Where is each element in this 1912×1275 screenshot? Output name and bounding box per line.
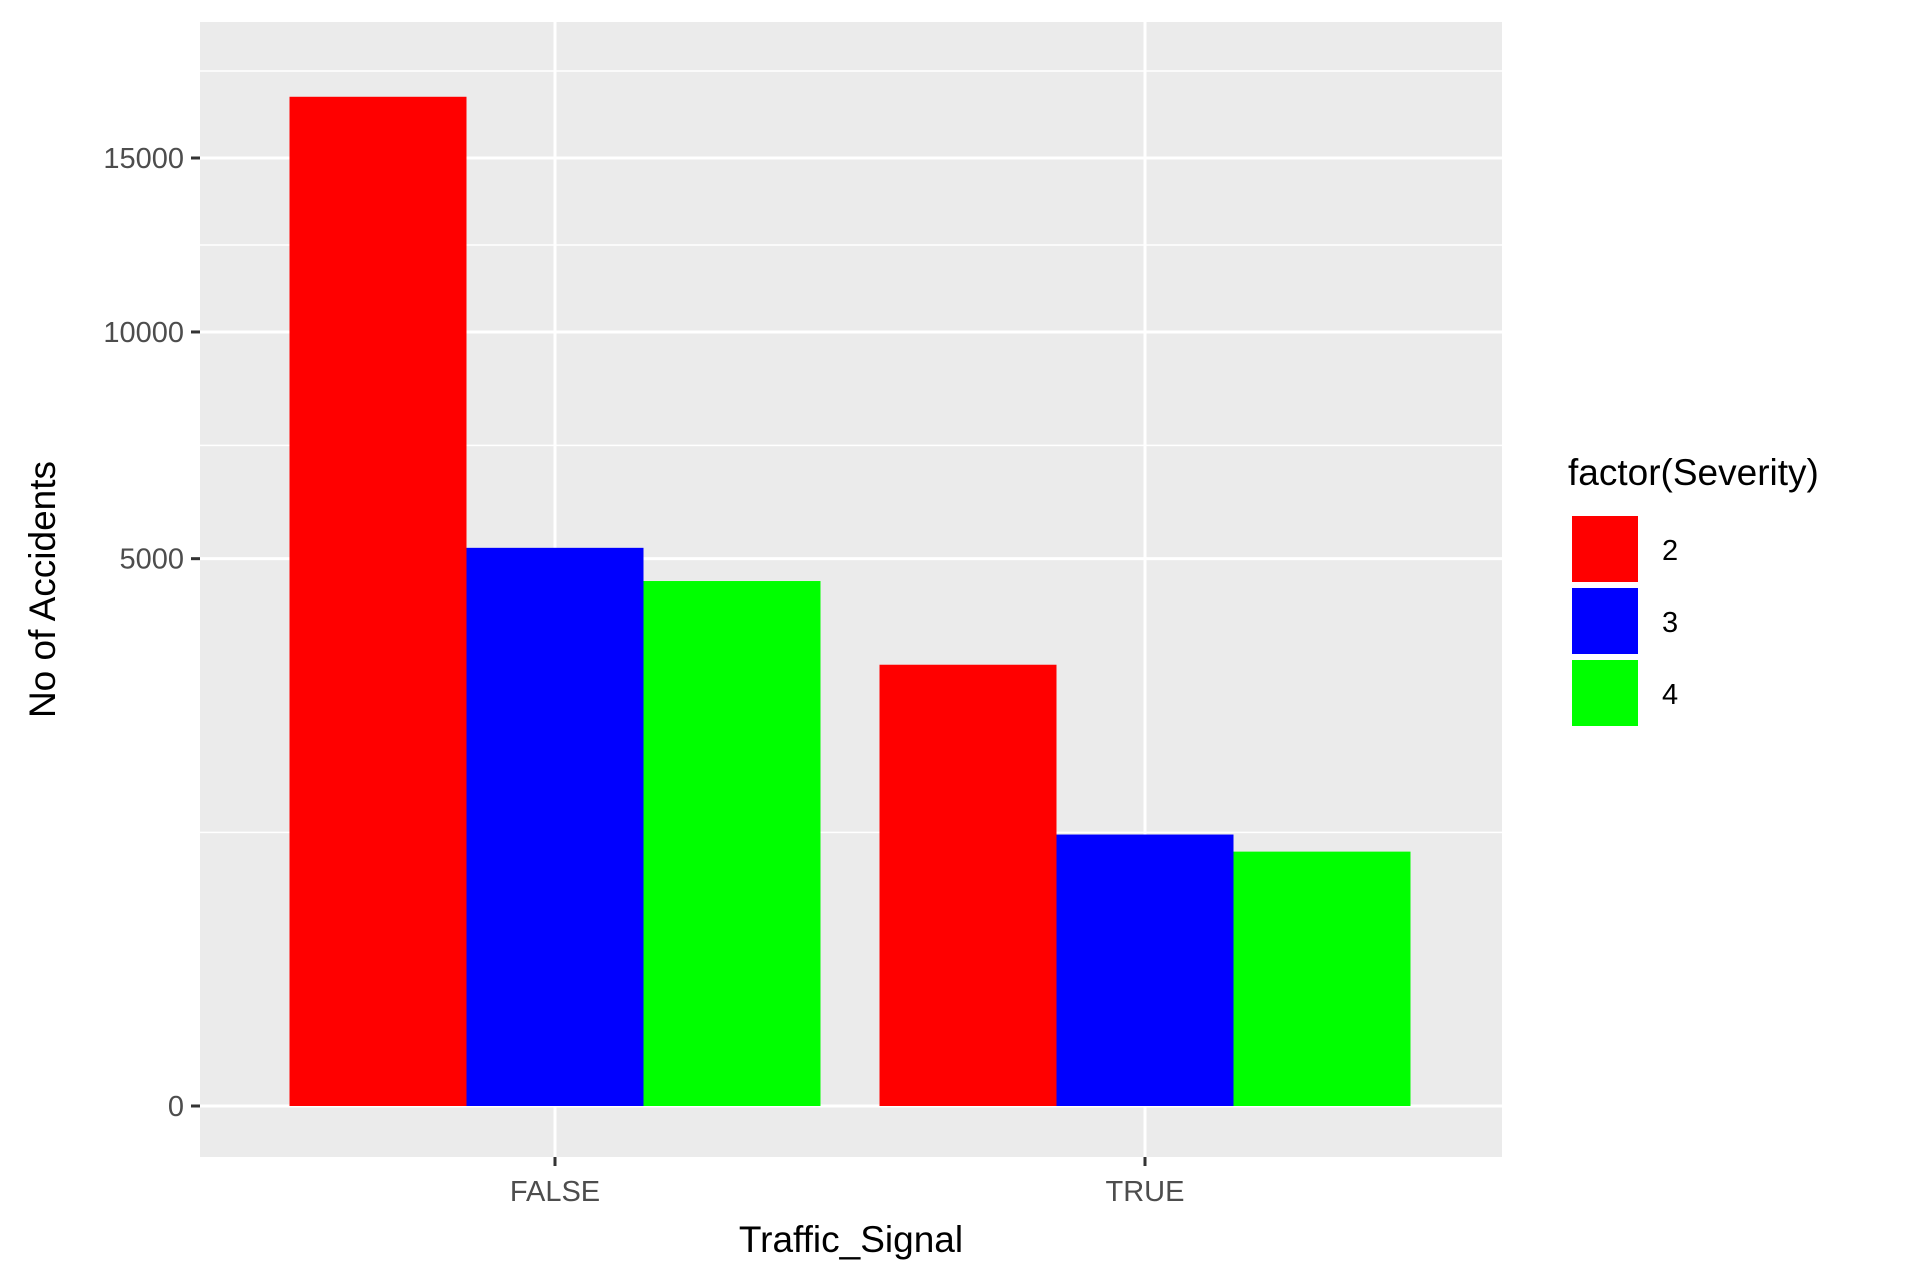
x-axis: FALSE TRUE (510, 1157, 1185, 1208)
y-tick-label: 10000 (103, 317, 184, 349)
legend-key-4 (1572, 660, 1638, 726)
bars (289, 96, 1411, 1107)
legend: factor(Severity) 2 3 4 (1568, 452, 1819, 726)
legend-items: 2 3 4 (1572, 516, 1678, 726)
bar-false-severity-3 (466, 547, 644, 1106)
bar-false-severity-2 (289, 96, 467, 1107)
legend-title: factor(Severity) (1568, 452, 1819, 493)
legend-label-3: 3 (1662, 607, 1678, 639)
bar-true-severity-4 (1233, 851, 1411, 1106)
legend-key-3 (1572, 588, 1638, 654)
y-tick-label: 0 (168, 1091, 184, 1123)
y-tick-label: 5000 (119, 544, 184, 576)
legend-label-2: 2 (1662, 535, 1678, 567)
x-tick-label: FALSE (510, 1176, 600, 1208)
bar-true-severity-2 (879, 664, 1057, 1106)
legend-label-4: 4 (1662, 679, 1678, 711)
y-tick-label: 15000 (103, 143, 184, 175)
bar-true-severity-3 (1056, 834, 1234, 1106)
y-axis: 0 5000 10000 15000 (103, 143, 200, 1123)
legend-key-2 (1572, 516, 1638, 582)
x-axis-title: Traffic_Signal (739, 1219, 963, 1260)
x-tick-label: TRUE (1106, 1176, 1185, 1208)
y-axis-title: No of Accidents (22, 461, 63, 718)
bar-false-severity-4 (643, 581, 821, 1106)
